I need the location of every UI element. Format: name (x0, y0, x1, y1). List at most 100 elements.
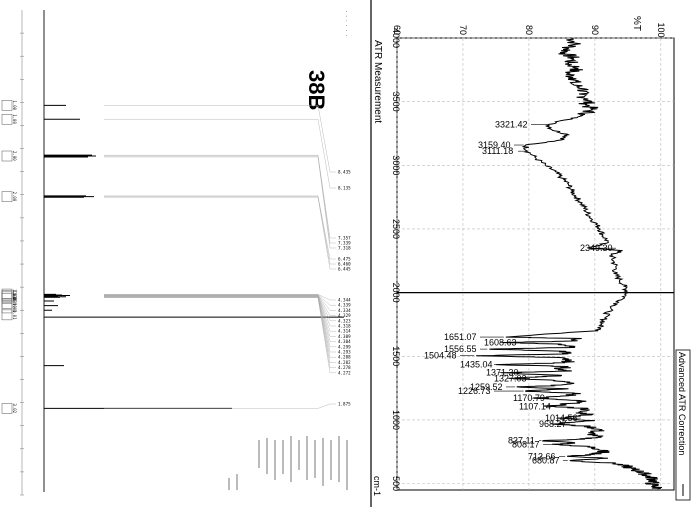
nmr-integral-box (1, 100, 13, 111)
nmr-peak-label-leader (104, 295, 336, 327)
nmr-integral-value: 1.02 (12, 290, 17, 300)
ir-x-tick-label: 2500 (391, 219, 401, 239)
nmr-peak-label-leader (104, 154, 336, 239)
nmr-peak-label: 8.435 (338, 170, 351, 175)
ir-peak-label: 808.17 (512, 439, 540, 449)
nmr-peak-label-leader (104, 119, 336, 189)
nmr-ppm-ticks (20, 32, 24, 496)
nmr-integral-box (1, 191, 13, 202)
ir-peak-label: 1556.55 (444, 344, 477, 354)
nmr-spectrum-panel: 1.001.002.002.001.011.021.001.030.991.00… (1, 10, 351, 496)
ir-x-tick-label: 4000 (391, 28, 401, 48)
ir-x-tick-label: 3500 (391, 92, 401, 112)
ir-peak-label: 837.11 (508, 436, 535, 446)
nmr-integral-value: 2.00 (12, 192, 17, 202)
nmr-peaks (44, 104, 344, 409)
nmr-peak-label: 4.304 (338, 339, 351, 344)
nmr-peak-label: 8.135 (338, 186, 351, 191)
ir-peak-label: 680.87 (532, 456, 560, 466)
nmr-peak-label-leader (104, 295, 336, 342)
ir-x-tick-label: 2000 (391, 283, 401, 303)
nmr-peak-label-leader (104, 296, 336, 358)
ir-spectrum-panel: 60 70 80 90 100 4000 3500 3000 2500 2000 1500 1000… (372, 16, 691, 501)
nmr-peak-label-leader (104, 297, 336, 368)
nmr-peak-label: 6.475 (338, 257, 351, 262)
compound-label: 38B (304, 70, 329, 110)
nmr-peak-label: 6.445 (338, 267, 351, 272)
nmr-integral-box (1, 150, 13, 162)
nmr-peak-label-leader (104, 155, 336, 244)
nmr-peak-label: 7.318 (338, 246, 351, 251)
nmr-integral-value: 1.03 (12, 293, 17, 303)
nmr-integral-value: 1.01 (12, 289, 17, 299)
nmr-peak-label-leader (104, 105, 336, 173)
nmr-peak-label: 4.282 (338, 360, 351, 365)
nmr-peak-label: 7.339 (338, 241, 351, 246)
ir-peak-label: 1014.56 (545, 413, 578, 423)
ir-peak-label: 3159.40 (478, 140, 511, 150)
nmr-peak-label-leader (104, 403, 336, 409)
nmr-peak-label: 4.293 (338, 350, 351, 355)
nmr-peak-label: 4.344 (338, 298, 351, 303)
nmr-peak-label: 4.314 (338, 329, 351, 334)
nmr-integral-box (1, 403, 13, 414)
nmr-integral-box (1, 113, 13, 125)
ir-x-tick-label: 1500 (391, 346, 401, 366)
ir-y-tick-label: 60 (392, 25, 402, 35)
nmr-peak-label: 7.357 (338, 236, 351, 241)
ir-peak-label: 1504.48 (424, 351, 457, 361)
ir-legend-label: Advanced ATR Correction (677, 352, 687, 455)
nmr-integral-marks: 1.001.002.002.001.011.021.001.030.991.00… (1, 100, 17, 414)
ir-peak-label: 3111.18 (482, 146, 513, 156)
ir-series-line (476, 37, 663, 490)
ir-peak-label: 2349.30 (580, 243, 613, 253)
nmr-peak-label: 4.339 (338, 303, 351, 308)
nmr-peak-label-leader (104, 197, 336, 270)
nmr-peak-label: 1.875 (338, 402, 351, 407)
ir-x-tick-label: 1000 (391, 410, 401, 430)
ir-peak-label: 1371.30 (486, 368, 519, 378)
ir-y-tick-label: 100 (656, 22, 666, 37)
nmr-peak-label-leader (104, 295, 336, 332)
nmr-peak-label-leader (104, 294, 336, 311)
nmr-peak-label-leader (104, 294, 336, 316)
ir-x-axis-label: cm-1 (372, 476, 382, 496)
ir-peak-label: 3321.42 (495, 119, 528, 129)
ir-plot-frame (396, 37, 675, 491)
nmr-peak-label-leader (104, 156, 336, 249)
ir-peak-label: 1259.52 (470, 382, 503, 392)
ir-peak-label: 1608.63 (484, 337, 517, 347)
ir-y-tick-label: 90 (590, 25, 600, 35)
nmr-peak-label-leader (104, 196, 336, 265)
ir-gridlines (396, 37, 674, 490)
ir-x-tick-label: 500 (391, 476, 401, 491)
nmr-peak-label: 4.323 (338, 318, 351, 323)
nmr-integral-value: 0.99 (12, 298, 17, 308)
ir-peak-label: 1107.14 (519, 401, 551, 411)
nmr-integral-value: 1.00 (12, 100, 17, 110)
ir-chart-title: ATR Measurement (372, 40, 383, 123)
nmr-parameter-table (228, 436, 348, 490)
ir-y-tick-label: 80 (524, 25, 534, 35)
nmr-peak-label: 4.288 (338, 355, 351, 360)
ir-peak-label: 713.66 (528, 451, 556, 461)
nmr-header-text: . . . . . . (345, 10, 350, 37)
nmr-peak-label-leader (104, 297, 336, 373)
nmr-peak-label: 4.318 (338, 324, 351, 329)
nmr-peak-label: 4.272 (338, 370, 351, 375)
ir-peak-label: 1226.73 (458, 386, 491, 396)
nmr-integral-value: 1.00 (12, 303, 17, 313)
ir-legend: Advanced ATR Correction (675, 349, 691, 501)
nmr-integral-value: 2.00 (12, 151, 17, 161)
ir-peak-label: 968.27 (539, 419, 567, 429)
nmr-integral-value: 1.00 (12, 114, 17, 124)
ir-peak-label: 1327.03 (494, 373, 527, 383)
ir-peak-label: 1170.79 (513, 393, 545, 403)
nmr-peak-label-leader (104, 294, 336, 306)
nmr-peak-label: 4.278 (338, 365, 351, 370)
nmr-peak-label: 4.309 (338, 334, 351, 339)
nmr-peak-label: 4.334 (338, 308, 351, 313)
